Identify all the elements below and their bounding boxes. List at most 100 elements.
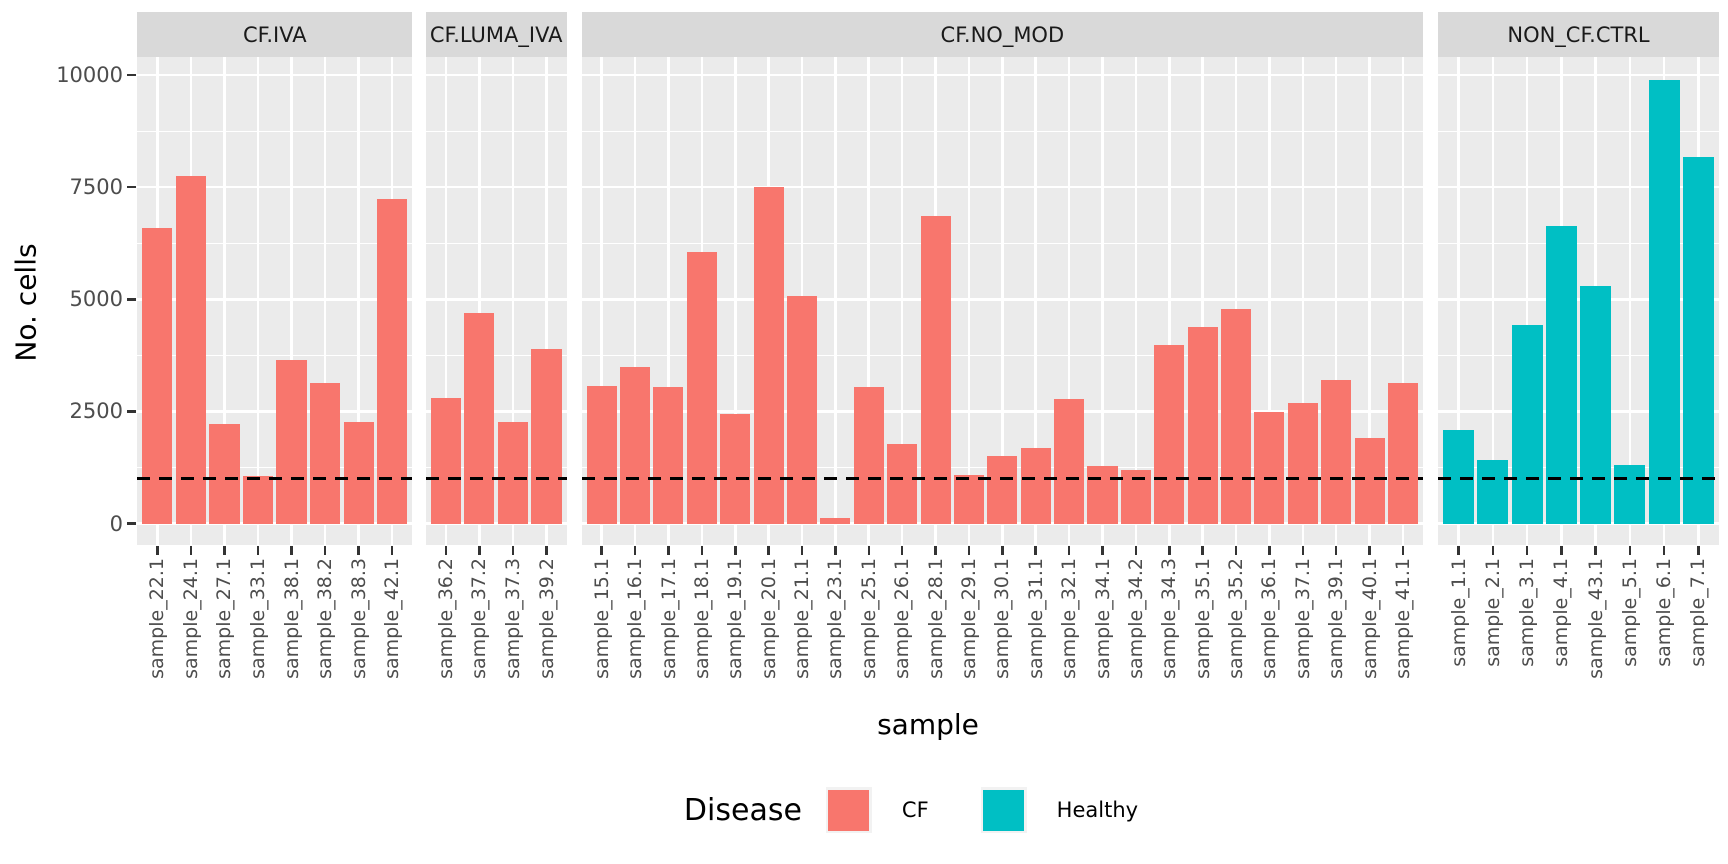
x-tick-label-wrap: sample_1.1 <box>1448 558 1470 667</box>
gridline-vertical <box>733 57 737 545</box>
gridline-vertical <box>1334 57 1338 545</box>
gridline-major <box>425 73 567 77</box>
x-tick-label: sample_34.2 <box>1124 558 1147 679</box>
x-tick-mark <box>1001 546 1004 555</box>
bar-sample_28.1 <box>920 215 951 524</box>
facet-panel-CF.LUMA_IVA <box>425 57 567 545</box>
threshold-dashed-line <box>137 477 413 481</box>
x-tick-label: sample_19.1 <box>724 558 747 679</box>
x-tick-label: sample_35.2 <box>1225 558 1248 679</box>
gridline-vertical <box>357 57 360 545</box>
x-tick-mark <box>545 546 548 555</box>
bar-sample_38.2 <box>310 383 341 524</box>
x-tick-label-wrap: sample_37.2 <box>468 558 490 679</box>
x-tick-label: sample_7.1 <box>1687 558 1710 667</box>
x-tick-mark <box>1628 546 1632 555</box>
x-tick-mark <box>1067 546 1071 555</box>
x-tick-label: sample_20.1 <box>757 558 780 679</box>
gridline-vertical <box>256 57 260 545</box>
gridline-vertical <box>511 57 515 545</box>
x-tick-label: sample_27.1 <box>213 558 236 679</box>
x-axis-title: sample <box>877 708 979 741</box>
bar-sample_4.1 <box>1545 225 1577 524</box>
x-tick-label-wrap: sample_4.1 <box>1550 558 1573 667</box>
x-tick-label-wrap: sample_32.1 <box>1058 558 1080 679</box>
bar-sample_27.1 <box>209 423 240 524</box>
gridline-vertical <box>478 57 481 545</box>
gridline-major <box>425 522 567 525</box>
x-tick-mark <box>633 546 637 555</box>
x-tick-label: sample_38.2 <box>314 558 337 679</box>
bar-sample_33.1 <box>242 476 274 524</box>
x-tick-label: sample_42.1 <box>381 558 404 679</box>
x-tick-mark <box>900 546 904 555</box>
x-tick-label: sample_16.1 <box>624 558 647 679</box>
healthy-color-swatch <box>983 789 1025 831</box>
x-tick-mark <box>1268 546 1271 555</box>
bar-sample_43.1 <box>1580 286 1612 524</box>
gridline-minor <box>1438 466 1719 469</box>
x-tick-label: sample_4.1 <box>1550 558 1573 667</box>
x-tick-label-wrap: sample_35.2 <box>1225 558 1248 679</box>
x-tick-label: sample_39.1 <box>1325 558 1348 679</box>
x-tick-mark <box>700 546 704 555</box>
x-tick-mark <box>733 546 737 555</box>
x-tick-label: sample_31.1 <box>1024 558 1047 679</box>
gridline-minor <box>1438 130 1719 132</box>
gridline-vertical <box>1134 57 1138 545</box>
facet-panel-CF.NO_MOD <box>581 57 1423 545</box>
x-tick-label-wrap: sample_37.3 <box>502 558 524 679</box>
x-tick-mark <box>667 546 670 555</box>
x-tick-label-wrap: sample_16.1 <box>624 558 647 679</box>
x-tick-label: sample_24.1 <box>179 558 202 679</box>
bar-sample_34.1 <box>1087 465 1118 524</box>
bar-sample_17.1 <box>653 387 684 524</box>
x-tick-label-wrap: sample_25.1 <box>858 558 880 679</box>
gridline-vertical <box>633 57 637 545</box>
bar-sample_20.1 <box>753 187 784 524</box>
x-tick-mark <box>390 546 394 555</box>
gridline-major <box>1438 522 1719 525</box>
x-tick-label-wrap: sample_29.1 <box>957 558 980 679</box>
x-tick-label-wrap: sample_30.1 <box>991 558 1013 679</box>
x-tick-label-wrap: sample_2.1 <box>1481 558 1504 667</box>
x-tick-mark <box>444 546 448 555</box>
x-tick-label-wrap: sample_40.1 <box>1359 558 1381 679</box>
bar-sample_5.1 <box>1614 465 1646 524</box>
x-tick-label: sample_17.1 <box>657 558 680 679</box>
x-tick-mark <box>1334 546 1338 555</box>
gridline-minor <box>425 130 567 132</box>
x-tick-label-wrap: sample_38.1 <box>281 558 303 679</box>
gridline-vertical <box>1101 57 1104 545</box>
gridline-vertical <box>1491 57 1495 545</box>
bar-sample_36.1 <box>1254 412 1285 524</box>
bar-sample_31.1 <box>1020 447 1051 524</box>
x-tick-label: sample_26.1 <box>891 558 914 679</box>
x-tick-label: sample_29.1 <box>957 558 980 679</box>
x-tick-mark <box>834 546 837 555</box>
bar-sample_25.1 <box>853 387 884 524</box>
x-tick-mark <box>1134 546 1138 555</box>
x-tick-label: sample_2.1 <box>1481 558 1504 667</box>
gridline-major <box>425 410 567 413</box>
x-tick-mark <box>967 546 971 555</box>
bar-sample_38.3 <box>343 422 374 524</box>
legend: Disease CF Healthy <box>137 782 1719 838</box>
gridline-major <box>1438 73 1719 77</box>
gridline-vertical <box>1268 57 1271 545</box>
x-tick-label-wrap: sample_21.1 <box>791 558 813 679</box>
bar-sample_37.2 <box>464 313 495 524</box>
x-tick-label-wrap: sample_34.1 <box>1092 558 1114 679</box>
x-tick-mark <box>1457 546 1460 555</box>
x-tick-label-wrap: sample_3.1 <box>1516 558 1538 667</box>
cf-color-swatch <box>828 789 870 831</box>
gridline-minor <box>137 130 413 132</box>
bar-sample_7.1 <box>1683 156 1714 524</box>
gridline-vertical <box>600 57 603 545</box>
bar-sample_18.1 <box>686 252 717 524</box>
x-tick-mark <box>600 546 604 555</box>
x-tick-label-wrap: sample_37.1 <box>1292 558 1314 679</box>
x-tick-label-wrap: sample_36.2 <box>435 558 457 679</box>
x-tick-label: sample_36.1 <box>1258 558 1281 679</box>
bar-sample_37.3 <box>497 422 529 524</box>
